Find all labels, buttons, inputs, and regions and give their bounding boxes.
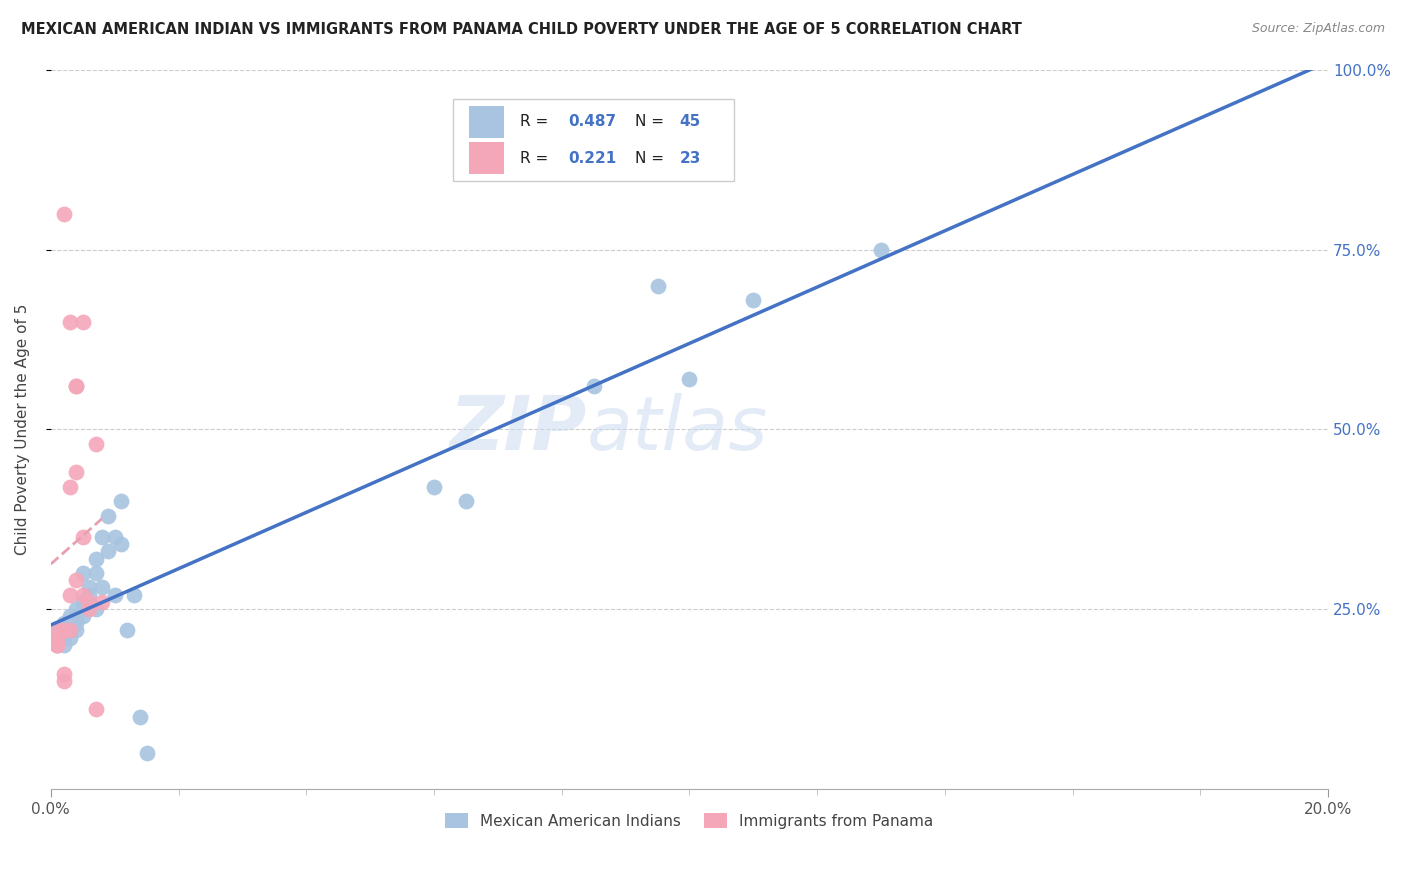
- Text: 0.221: 0.221: [568, 151, 616, 166]
- Point: [90, 530, 112, 544]
- Point: [46, 624, 69, 638]
- Point: [135, 746, 157, 760]
- Point: [52, 638, 75, 652]
- Point: [52, 631, 75, 645]
- Point: [59, 609, 82, 624]
- Point: [72, 530, 94, 544]
- Point: [77, 588, 100, 602]
- Point: [46, 631, 69, 645]
- Point: [72, 314, 94, 328]
- Bar: [468, 142, 505, 175]
- Point: [77, 580, 100, 594]
- Point: [72, 595, 94, 609]
- Point: [59, 624, 82, 638]
- Point: [77, 595, 100, 609]
- Point: [59, 631, 82, 645]
- Point: [90, 595, 112, 609]
- Y-axis label: Child Poverty Under the Age of 5: Child Poverty Under the Age of 5: [15, 303, 30, 555]
- Point: [59, 480, 82, 494]
- Point: [65, 602, 87, 616]
- Point: [52, 624, 75, 638]
- Point: [52, 624, 75, 638]
- Point: [104, 588, 127, 602]
- Text: atlas: atlas: [588, 393, 769, 466]
- Legend: Mexican American Indians, Immigrants from Panama: Mexican American Indians, Immigrants fro…: [439, 806, 939, 835]
- Point: [65, 379, 87, 393]
- Point: [72, 602, 94, 616]
- Point: [77, 602, 100, 616]
- Point: [46, 638, 69, 652]
- Text: R =: R =: [520, 151, 553, 166]
- FancyBboxPatch shape: [453, 99, 734, 181]
- Point: [65, 624, 87, 638]
- Point: [90, 580, 112, 594]
- Point: [65, 379, 87, 393]
- Text: MEXICAN AMERICAN INDIAN VS IMMIGRANTS FROM PANAMA CHILD POVERTY UNDER THE AGE OF: MEXICAN AMERICAN INDIAN VS IMMIGRANTS FR…: [21, 22, 1022, 37]
- Point: [870, 243, 893, 257]
- Point: [117, 624, 139, 638]
- Point: [97, 508, 120, 523]
- Point: [52, 624, 75, 638]
- Point: [582, 379, 605, 393]
- Text: N =: N =: [634, 114, 668, 129]
- Point: [65, 616, 87, 631]
- Text: Source: ZipAtlas.com: Source: ZipAtlas.com: [1251, 22, 1385, 36]
- Bar: [468, 106, 505, 138]
- Point: [65, 466, 87, 480]
- Point: [72, 566, 94, 580]
- Text: 0.487: 0.487: [568, 114, 616, 129]
- Point: [104, 530, 127, 544]
- Point: [110, 494, 132, 508]
- Point: [59, 624, 82, 638]
- Point: [59, 314, 82, 328]
- Point: [647, 278, 669, 293]
- Text: ZIP: ZIP: [450, 392, 588, 466]
- Point: [46, 638, 69, 652]
- Point: [84, 566, 107, 580]
- Point: [72, 588, 94, 602]
- Text: N =: N =: [634, 151, 668, 166]
- Point: [46, 631, 69, 645]
- Point: [97, 544, 120, 558]
- Point: [46, 638, 69, 652]
- Point: [84, 702, 107, 716]
- Point: [122, 588, 145, 602]
- Point: [84, 551, 107, 566]
- Point: [59, 624, 82, 638]
- Point: [678, 372, 700, 386]
- Point: [65, 609, 87, 624]
- Point: [59, 616, 82, 631]
- Point: [52, 673, 75, 688]
- Point: [84, 602, 107, 616]
- Point: [52, 666, 75, 681]
- Text: 23: 23: [679, 151, 700, 166]
- Point: [52, 207, 75, 221]
- Point: [72, 609, 94, 624]
- Text: 45: 45: [679, 114, 700, 129]
- Point: [454, 494, 477, 508]
- Point: [59, 588, 82, 602]
- Point: [742, 293, 765, 307]
- Point: [46, 624, 69, 638]
- Point: [129, 709, 152, 723]
- Text: R =: R =: [520, 114, 553, 129]
- Point: [65, 573, 87, 587]
- Point: [84, 436, 107, 450]
- Point: [110, 537, 132, 551]
- Point: [423, 480, 446, 494]
- Point: [52, 616, 75, 631]
